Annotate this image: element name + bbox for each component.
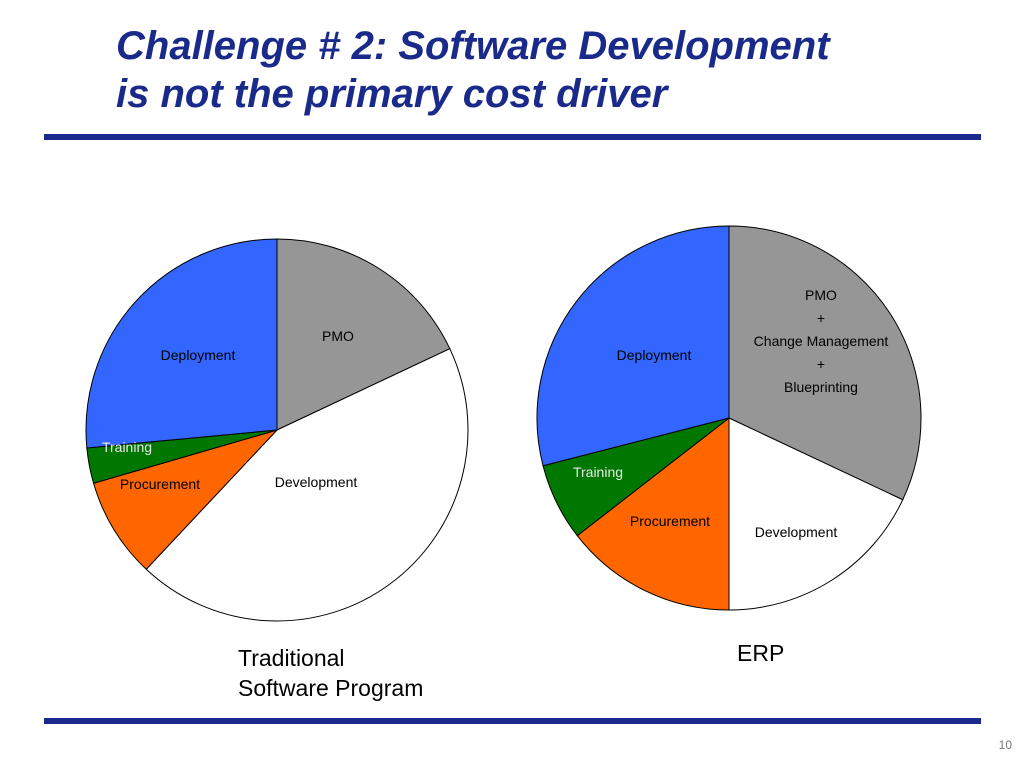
caption-traditional-line-1: Traditional [238, 645, 345, 671]
pie-slice-deployment [536, 225, 730, 467]
pie-label-line: Training [573, 464, 623, 480]
pie-slice-pmo [276, 238, 451, 431]
pie-label-line: Procurement [120, 476, 200, 492]
top-divider [44, 134, 981, 140]
pie-slice-procurement [92, 429, 279, 570]
pie-label-line: Change Management [754, 333, 889, 349]
pie-slice-procurement [576, 416, 730, 611]
title-line-1: Challenge # 2: Software Development [116, 24, 830, 68]
pie-label-pmo: PMO + Change Management + Blueprinting [754, 287, 889, 395]
caption-traditional: Traditional Software Program [238, 643, 423, 703]
pie-label-line: PMO [322, 328, 354, 344]
pie-label-deployment: Deployment [161, 347, 236, 363]
pie-label-line: + [817, 310, 825, 326]
pie-label-training: Training [573, 464, 623, 480]
pie-slice-development [145, 348, 469, 622]
pie-label-line: PMO [805, 287, 837, 303]
pie-label-line: Procurement [630, 513, 710, 529]
pie-label-line: Training [102, 439, 152, 455]
slide-title: Challenge # 2: Software Development is n… [116, 22, 830, 118]
page-number: 10 [998, 738, 1012, 752]
pie-label-training: Training [102, 439, 152, 455]
pie-label-pmo: PMO [322, 328, 354, 344]
title-line-2: is not the primary cost driver [116, 72, 668, 116]
pie-slice-development [728, 417, 904, 611]
pie-slice-deployment [85, 238, 278, 449]
pie-label-development: Development [755, 524, 838, 540]
pie-label-procurement: Procurement [120, 476, 200, 492]
caption-erp: ERP [737, 638, 784, 668]
pie-chart-erp: PMO + Change Management + Blueprinting Develo… [536, 225, 922, 611]
pie-slice-pmo [728, 225, 922, 501]
pie-chart-traditional: PMO Development Procurement Training Deploym… [85, 238, 469, 622]
pie-label-line: Deployment [161, 347, 236, 363]
pie-label-line: Development [755, 524, 838, 540]
caption-erp-line-1: ERP [737, 640, 785, 666]
pie-label-line: Development [275, 474, 358, 490]
pie-label-line: + [817, 356, 825, 372]
bottom-divider [44, 718, 981, 724]
pie-label-line: Deployment [617, 347, 692, 363]
pie-label-deployment: Deployment [617, 347, 692, 363]
pie-label-development: Development [275, 474, 358, 490]
pie-label-line: Blueprinting [784, 379, 858, 395]
caption-traditional-line-2: Software Program [238, 675, 424, 701]
pie-label-procurement: Procurement [630, 513, 710, 529]
